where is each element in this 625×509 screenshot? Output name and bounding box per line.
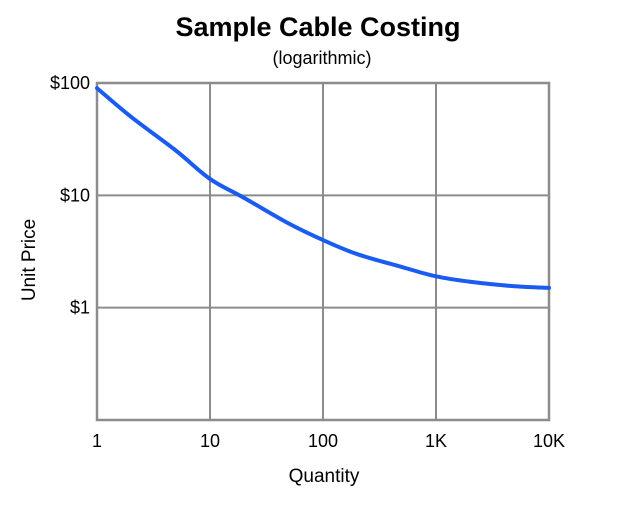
y-tick-label: $1 bbox=[70, 298, 90, 318]
grid-lines bbox=[96, 82, 550, 420]
chart-title: Sample Cable Costing bbox=[175, 12, 460, 42]
x-axis-label: Quantity bbox=[289, 466, 360, 487]
series-line bbox=[95, 86, 551, 290]
y-tick-label: $10 bbox=[60, 185, 90, 205]
series-group bbox=[95, 86, 551, 290]
x-tick-label: 10K bbox=[533, 431, 565, 451]
x-tick-label: 1K bbox=[425, 431, 447, 451]
chart-subtitle: (logarithmic) bbox=[272, 48, 371, 68]
y-axis-label: Unit Price bbox=[19, 219, 40, 301]
x-tick-label: 1 bbox=[92, 431, 102, 451]
x-tick-label: 100 bbox=[308, 431, 338, 451]
x-tick-labels: 1 10 100 1K 10K bbox=[92, 431, 565, 451]
y-tick-labels: $1 $10 $100 bbox=[50, 73, 90, 318]
y-tick-label: $100 bbox=[50, 73, 90, 93]
plot-frame bbox=[95, 81, 551, 422]
x-tick-label: 10 bbox=[200, 431, 220, 451]
